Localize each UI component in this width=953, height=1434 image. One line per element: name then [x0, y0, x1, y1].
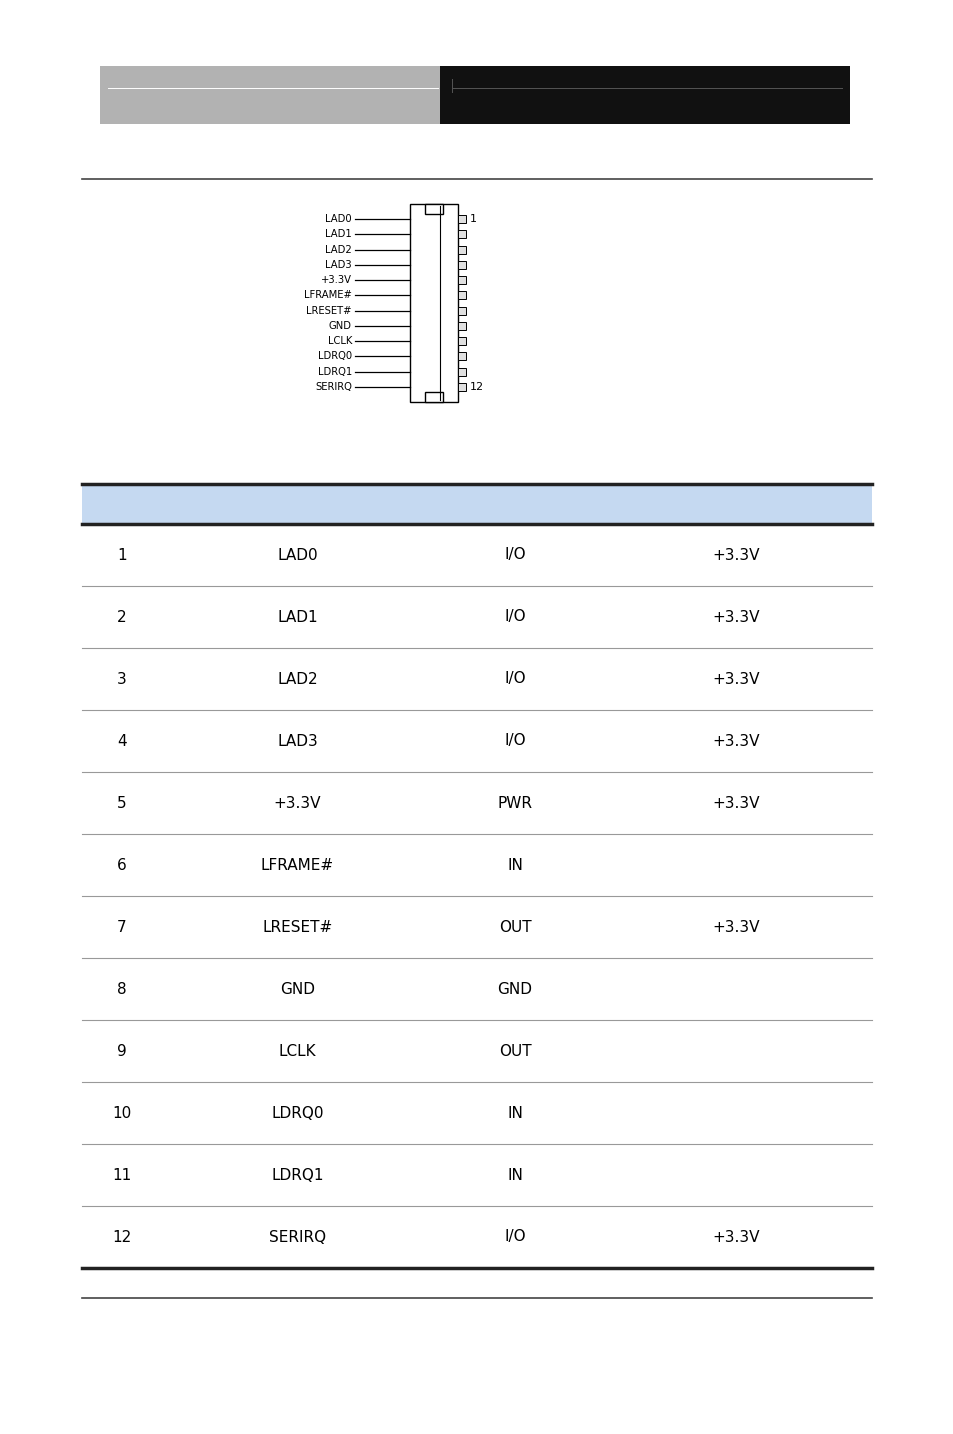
- Text: 6: 6: [117, 858, 127, 872]
- Text: +3.3V: +3.3V: [712, 1229, 759, 1245]
- Text: I/O: I/O: [503, 609, 525, 624]
- Text: LCLK: LCLK: [278, 1044, 316, 1058]
- Bar: [457, 383, 465, 391]
- Text: LAD0: LAD0: [325, 214, 352, 224]
- Bar: [457, 321, 465, 330]
- Text: LAD1: LAD1: [277, 609, 317, 624]
- Text: +3.3V: +3.3V: [712, 919, 759, 935]
- Bar: [457, 231, 465, 238]
- Bar: [457, 353, 465, 360]
- Bar: [82, 485, 871, 523]
- Text: I/O: I/O: [503, 734, 525, 749]
- Text: LDRQ1: LDRQ1: [271, 1167, 323, 1183]
- Text: I/O: I/O: [503, 1229, 525, 1245]
- Bar: [457, 337, 465, 346]
- Text: 9: 9: [117, 1044, 127, 1058]
- Text: LAD3: LAD3: [276, 734, 317, 749]
- Text: 7: 7: [117, 919, 127, 935]
- Text: +3.3V: +3.3V: [274, 796, 321, 810]
- Text: LDRQ0: LDRQ0: [317, 351, 352, 361]
- Text: 12: 12: [470, 381, 483, 391]
- Bar: [457, 261, 465, 270]
- Text: 1: 1: [470, 214, 476, 224]
- Text: 5: 5: [117, 796, 127, 810]
- Text: LDRQ0: LDRQ0: [271, 1106, 323, 1120]
- Text: PWR: PWR: [497, 796, 532, 810]
- Text: OUT: OUT: [498, 919, 531, 935]
- Bar: [457, 291, 465, 300]
- Bar: [457, 367, 465, 376]
- Text: +3.3V: +3.3V: [712, 734, 759, 749]
- Text: 3: 3: [117, 671, 127, 687]
- Text: LDRQ1: LDRQ1: [317, 367, 352, 377]
- Text: GND: GND: [280, 981, 314, 997]
- Text: +3.3V: +3.3V: [712, 609, 759, 624]
- Text: LFRAME#: LFRAME#: [261, 858, 334, 872]
- Text: I/O: I/O: [503, 671, 525, 687]
- Text: 8: 8: [117, 981, 127, 997]
- Text: LAD2: LAD2: [325, 245, 352, 255]
- Text: GND: GND: [497, 981, 532, 997]
- Text: 11: 11: [112, 1167, 132, 1183]
- Text: +3.3V: +3.3V: [712, 548, 759, 562]
- Text: LAD0: LAD0: [277, 548, 317, 562]
- Bar: [457, 215, 465, 224]
- Text: IN: IN: [507, 858, 522, 872]
- Bar: [424, 204, 442, 214]
- Text: SERIRQ: SERIRQ: [269, 1229, 326, 1245]
- Text: 12: 12: [112, 1229, 132, 1245]
- Text: LAD1: LAD1: [325, 229, 352, 239]
- Text: IN: IN: [507, 1167, 522, 1183]
- Text: OUT: OUT: [498, 1044, 531, 1058]
- Text: +3.3V: +3.3V: [712, 671, 759, 687]
- Text: SERIRQ: SERIRQ: [314, 381, 352, 391]
- Text: 10: 10: [112, 1106, 132, 1120]
- Text: +3.3V: +3.3V: [712, 796, 759, 810]
- Bar: [457, 277, 465, 284]
- Text: LRESET#: LRESET#: [262, 919, 333, 935]
- Bar: [457, 245, 465, 254]
- Text: 1: 1: [117, 548, 127, 562]
- Bar: [100, 66, 439, 123]
- Text: 2: 2: [117, 609, 127, 624]
- Bar: [439, 66, 849, 123]
- Bar: [410, 204, 457, 402]
- Bar: [424, 391, 442, 402]
- Text: LCLK: LCLK: [327, 336, 352, 346]
- Text: LRESET#: LRESET#: [306, 305, 352, 315]
- Bar: [457, 307, 465, 314]
- Text: LAD2: LAD2: [277, 671, 317, 687]
- Text: LAD3: LAD3: [325, 260, 352, 270]
- Text: +3.3V: +3.3V: [320, 275, 352, 285]
- Text: IN: IN: [507, 1106, 522, 1120]
- Text: 4: 4: [117, 734, 127, 749]
- Text: I/O: I/O: [503, 548, 525, 562]
- Text: LFRAME#: LFRAME#: [304, 290, 352, 300]
- Text: GND: GND: [329, 321, 352, 331]
